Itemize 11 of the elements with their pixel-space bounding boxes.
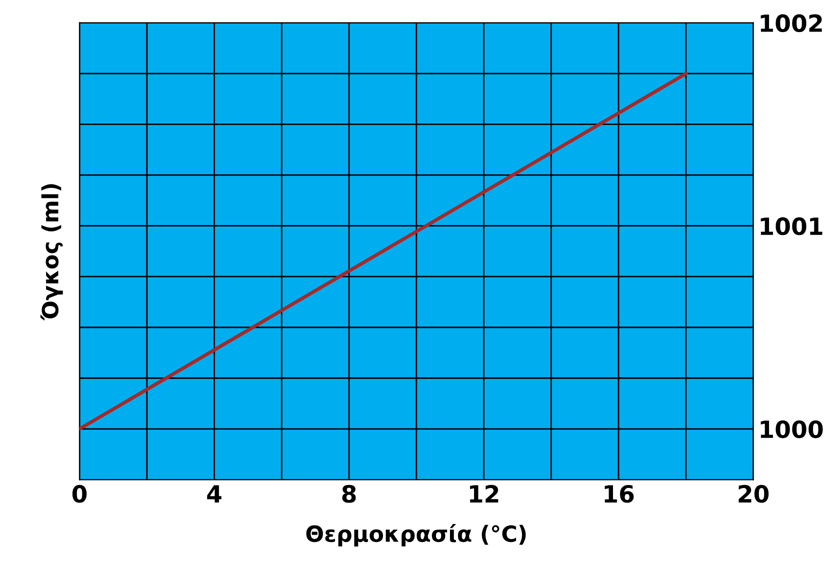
x-tick-label: 12 (470, 484, 498, 502)
x-tick-label: 20 (738, 484, 769, 503)
y-axis-title: Όγκος (ml) (40, 184, 63, 321)
y-tick-label: 1002 (760, 14, 822, 32)
y-tick-label: 1001 (760, 217, 822, 236)
x-tick-label: 4 (207, 485, 222, 502)
y-tick-label: 1000 (760, 420, 823, 438)
x-tick-label: 16 (604, 484, 634, 503)
x-tick-label: 8 (342, 484, 356, 503)
x-axis-title: Θερμοκρασία (°C) (306, 524, 526, 546)
x-tick-label: 0 (72, 484, 87, 503)
